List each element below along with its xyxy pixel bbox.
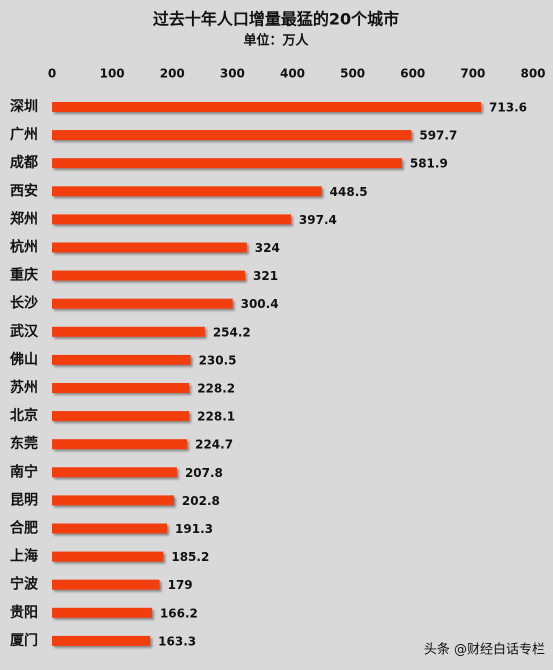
x-tick-label: 0 [48, 67, 56, 81]
value-label: 228.2 [197, 382, 235, 396]
value-label: 202.8 [182, 494, 220, 508]
y-tick-label: 重庆 [10, 267, 38, 284]
value-label: 581.9 [410, 157, 448, 171]
value-label: 166.2 [160, 606, 198, 620]
value-label: 254.2 [213, 325, 251, 339]
bar [52, 214, 291, 225]
bar [52, 579, 160, 590]
value-label: 397.4 [299, 213, 337, 227]
y-tick-label: 长沙 [10, 295, 38, 312]
y-tick-label: 上海 [10, 548, 38, 565]
y-tick-label: 郑州 [10, 210, 38, 227]
bar [52, 298, 233, 309]
y-tick-label: 成都 [10, 154, 38, 171]
bar [52, 495, 174, 506]
bar [52, 186, 322, 197]
bar [52, 439, 188, 450]
value-label: 163.3 [158, 634, 196, 648]
x-tick-label: 800 [520, 67, 545, 81]
y-tick-label: 贵阳 [10, 604, 38, 621]
value-label: 321 [253, 269, 278, 283]
x-tick-label: 500 [340, 67, 365, 81]
bar [52, 242, 247, 253]
bar [52, 607, 152, 618]
y-tick-label: 北京 [10, 407, 38, 424]
y-tick-label: 深圳 [10, 98, 38, 115]
value-label: 448.5 [330, 185, 368, 199]
value-label: 228.1 [197, 410, 235, 424]
x-tick-label: 700 [460, 67, 485, 81]
bar [52, 102, 482, 112]
value-label: 324 [255, 241, 280, 255]
bar [52, 158, 402, 169]
chart-subtitle: 单位：万人 [243, 33, 309, 49]
x-tick-label: 600 [400, 67, 425, 81]
value-label: 207.8 [185, 466, 223, 480]
bar [52, 551, 164, 562]
value-label: 713.6 [489, 101, 527, 115]
bar [52, 354, 191, 365]
y-tick-label: 昆明 [10, 492, 38, 508]
y-tick-label: 苏州 [10, 379, 38, 396]
y-tick-label: 宁波 [10, 576, 39, 593]
x-tick-label: 300 [220, 67, 245, 81]
x-tick-label: 400 [280, 67, 305, 81]
bar [52, 411, 190, 422]
value-label: 230.5 [199, 353, 237, 367]
bar [52, 270, 246, 281]
y-tick-label: 武汉 [10, 323, 39, 340]
x-tick-label: 200 [160, 67, 185, 81]
y-tick-label: 广州 [10, 126, 38, 143]
y-tick-label: 南宁 [10, 463, 38, 480]
y-tick-label: 东莞 [10, 435, 38, 452]
value-label: 191.3 [175, 522, 213, 536]
bar [52, 130, 412, 141]
bar [52, 635, 151, 646]
y-tick-label: 合肥 [10, 520, 38, 537]
value-label: 597.7 [419, 129, 457, 143]
value-label: 185.2 [171, 550, 209, 564]
value-label: 179 [168, 578, 193, 592]
y-tick-label: 西安 [10, 182, 38, 199]
y-tick-label: 厦门 [10, 632, 38, 649]
bar [52, 467, 177, 478]
value-label: 300.4 [241, 297, 279, 311]
watermark: 头条 @财经白话专栏 [424, 642, 545, 658]
y-tick-label: 佛山 [9, 351, 38, 368]
value-label: 224.7 [195, 438, 233, 452]
bar [52, 383, 190, 393]
y-tick-label: 杭州 [10, 239, 38, 256]
chart-title: 过去十年人口增量最猛的20个城市 [153, 10, 399, 29]
x-tick-label: 100 [100, 67, 125, 81]
bar [52, 326, 205, 337]
bar [52, 523, 168, 534]
